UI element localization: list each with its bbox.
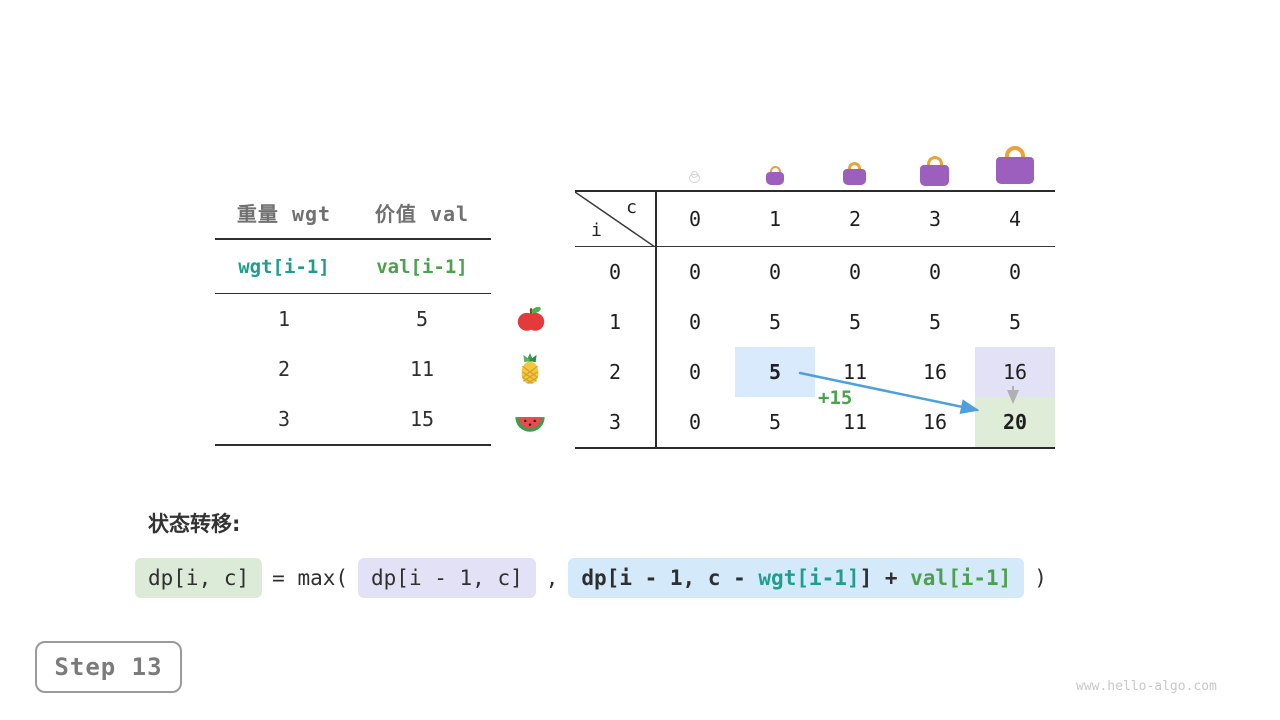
dp-cell: 0: [688, 310, 702, 334]
formula-arg2: dp[i - 1, c - wgt[i-1]] + val[i-1]: [568, 558, 1025, 598]
dp-cell: 0: [1008, 260, 1022, 284]
dp-cell: 16: [922, 410, 948, 434]
row-label: 0: [608, 260, 622, 284]
weight-cell: 1: [277, 307, 291, 331]
formula-equals-max: = max(: [272, 566, 349, 590]
dp-cell: 0: [768, 260, 782, 284]
col-header: 2: [848, 207, 862, 231]
row-label: 3: [608, 410, 622, 434]
formula-arg2-prefix: dp[i - 1, c -: [581, 566, 759, 590]
formula-arg2-val: val[i-1]: [910, 566, 1012, 590]
items-table-row: 3 15: [215, 394, 491, 444]
pineapple-icon: [513, 352, 547, 386]
items-table: 重量 wgt 价值 val wgt[i-1] val[i-1] 1 5 2 11…: [215, 186, 491, 446]
weight-column-header: 重量 wgt: [236, 201, 332, 226]
dp-cell: 0: [688, 410, 702, 434]
dp-cell: 5: [928, 310, 942, 334]
dp-corner-cell: c i: [575, 192, 655, 247]
formula-close-paren: ): [1034, 566, 1047, 590]
formula-arg1: dp[i - 1, c]: [358, 558, 536, 598]
dp-cell: 0: [848, 260, 862, 284]
val-formula-cell: val[i-1]: [376, 255, 468, 278]
dp-table: c i 0 1 2 3 4 0 0 0 0 0 0 1 0 5 5 5 5 2 …: [575, 190, 1055, 449]
items-table-header-row: 重量 wgt 价值 val: [215, 186, 491, 240]
dp-cell: 5: [768, 410, 782, 434]
wgt-formula-cell: wgt[i-1]: [238, 255, 330, 278]
value-cell: 5: [415, 307, 429, 331]
bag-icon-capacity-0: [689, 171, 700, 183]
dp-cell: 0: [688, 360, 702, 384]
value-cell: 11: [409, 357, 435, 381]
dp-cell-target-highlight: 20: [975, 397, 1055, 447]
dp-cell: 0: [928, 260, 942, 284]
item-axis-label: i: [591, 220, 602, 241]
items-table-formula-row: wgt[i-1] val[i-1]: [215, 240, 491, 294]
watermark: www.hello-algo.com: [1076, 679, 1217, 694]
capacity-axis-label: c: [626, 197, 637, 218]
row-label: 1: [608, 310, 622, 334]
apple-icon: [514, 302, 548, 336]
dp-row-2: 2 0 5 11 16 16: [575, 347, 1055, 397]
weight-cell: 3: [277, 407, 291, 431]
dp-cell: 5: [768, 310, 782, 334]
dp-cell-prev-highlight: 16: [975, 347, 1055, 397]
plus-value-label: +15: [818, 387, 853, 409]
bag-icon-capacity-4: [996, 146, 1034, 184]
dp-row-3: 3 0 5 11 16 20: [575, 397, 1055, 447]
items-table-row: 2 11: [215, 344, 491, 394]
formula-comma: ,: [545, 566, 559, 590]
value-cell: 15: [409, 407, 435, 431]
col-header: 0: [688, 207, 702, 231]
diagonal-divider: [575, 192, 655, 247]
weight-cell: 2: [277, 357, 291, 381]
state-transition-heading: 状态转移:: [148, 512, 241, 536]
col-header: 3: [928, 207, 942, 231]
dp-cell-source-highlight: 5: [735, 347, 815, 397]
step-badge: Step 13: [35, 641, 182, 693]
watermelon-icon: [513, 403, 547, 437]
items-table-row: 1 5: [215, 294, 491, 344]
dp-row-0: 0 0 0 0 0 0: [575, 247, 1055, 297]
col-header: 4: [1008, 207, 1022, 231]
formula-arg2-wgt: wgt[i-1]: [758, 566, 860, 590]
dp-row-1: 1 0 5 5 5 5: [575, 297, 1055, 347]
dp-cell: 16: [922, 360, 948, 384]
formula-arg2-mid: ] +: [859, 566, 911, 590]
value-column-header: 价值 val: [374, 201, 470, 226]
dp-table-vertical-divider: [655, 192, 657, 447]
dp-cell: 5: [1008, 310, 1022, 334]
dp-table-header-row: c i 0 1 2 3 4: [575, 192, 1055, 247]
row-label: 2: [608, 360, 622, 384]
dp-cell: 0: [688, 260, 702, 284]
bag-icon-capacity-1: [766, 166, 784, 185]
bag-icon-capacity-2: [843, 162, 866, 185]
formula-lhs: dp[i, c]: [135, 558, 263, 598]
dp-cell: 5: [848, 310, 862, 334]
bag-icon-capacity-3: [920, 156, 949, 186]
dp-cell: 11: [842, 410, 868, 434]
col-header: 1: [768, 207, 782, 231]
transition-formula: dp[i, c] = max( dp[i - 1, c] , dp[i - 1,…: [135, 558, 1057, 598]
